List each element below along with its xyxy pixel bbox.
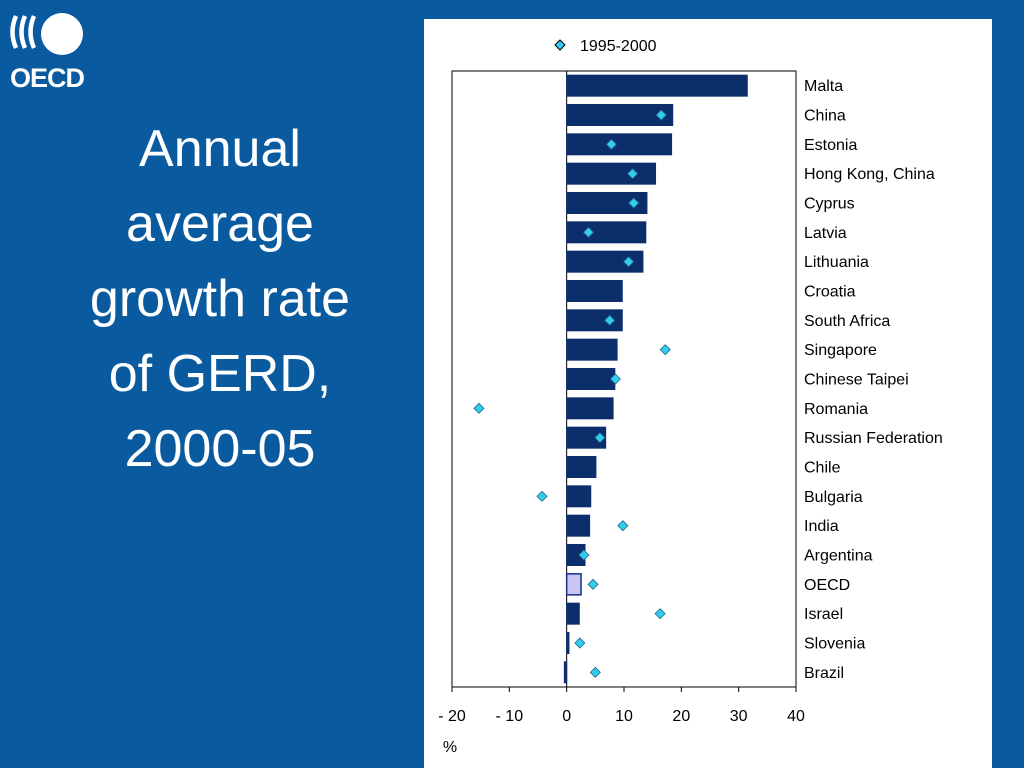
marker-point [609, 373, 621, 385]
title-line: growth rate [89, 270, 351, 328]
marker-point [587, 578, 599, 590]
category-label: Croatia [804, 284, 856, 301]
bar-chart: Malta China Estonia Hong Kong, China Cyprus L… [438, 38, 943, 756]
category-label: Singapore [804, 342, 877, 359]
marker-point [473, 402, 485, 414]
title-line: average [126, 195, 314, 253]
category-label: OECD [804, 577, 850, 594]
bar [566, 514, 591, 537]
bar [566, 221, 647, 244]
category-label: Hong Kong, China [804, 166, 935, 183]
bar [566, 632, 570, 654]
legend-label: 1995-2000 [580, 38, 657, 55]
bar [566, 602, 580, 625]
category-label: Chile [804, 460, 841, 477]
marker-point [628, 197, 640, 209]
marker-point [604, 314, 616, 326]
x-tick-label: 0 [562, 708, 571, 725]
category-label: India [804, 518, 839, 535]
category-label: Slovenia [804, 636, 865, 653]
category-label: Romania [804, 401, 868, 418]
marker-point [654, 608, 666, 620]
category-label: Russian Federation [804, 430, 943, 447]
marker-point [627, 168, 639, 180]
bar [566, 162, 657, 185]
oecd-logo-text: OECD [10, 63, 85, 93]
x-tick-label: 40 [787, 708, 805, 725]
x-tick-label: 30 [730, 708, 748, 725]
category-label: Lithuania [804, 254, 869, 271]
marker-point [659, 344, 671, 356]
bar [565, 573, 582, 596]
x-axis-label: % [443, 739, 457, 756]
slide-title: Annual average growth rate of GERD, 2000… [20, 112, 420, 487]
marker-point [594, 432, 606, 444]
category-label: Israel [804, 606, 843, 623]
bar [566, 280, 623, 302]
oecd-logo-mark [10, 13, 83, 55]
marker-point [605, 138, 617, 150]
marker-point [623, 256, 635, 268]
marker-point [536, 490, 548, 502]
category-label: Latvia [804, 225, 847, 242]
marker-point [617, 520, 629, 532]
marker-point [655, 109, 667, 121]
bar [563, 661, 568, 684]
bar [566, 485, 592, 508]
x-tick-label: - 10 [496, 708, 524, 725]
marker-point [578, 549, 590, 561]
bar [566, 338, 618, 361]
category-label: Cyprus [804, 196, 855, 213]
title-line: of GERD, [108, 345, 332, 403]
category-label: Bulgaria [804, 489, 863, 506]
bar [566, 104, 674, 126]
title-line: 2000-05 [124, 420, 316, 478]
category-label: South Africa [804, 313, 890, 330]
bar [566, 426, 607, 449]
x-tick-label: - 20 [438, 708, 466, 725]
title-line: Annual [139, 120, 301, 178]
marker-point [582, 226, 595, 238]
marker-point [574, 637, 586, 649]
bar [566, 133, 673, 156]
bar [566, 309, 623, 332]
category-label: Estonia [804, 137, 857, 154]
oecd-logo: OECD [10, 12, 90, 93]
bar [566, 368, 616, 390]
category-label: Chinese Taipei [804, 372, 909, 389]
chart-panel: Malta China Estonia Hong Kong, China Cyprus L… [424, 19, 992, 768]
category-label: Brazil [804, 665, 844, 682]
bar [566, 397, 614, 420]
legend-marker [554, 39, 566, 51]
x-tick-label: 10 [615, 708, 633, 725]
bar [566, 74, 748, 97]
bar [566, 250, 644, 273]
category-label: China [804, 108, 846, 125]
category-label: Argentina [804, 548, 873, 565]
category-label: Malta [804, 78, 843, 95]
bar [566, 456, 597, 478]
marker-point [589, 666, 601, 678]
x-tick-label: 20 [672, 708, 690, 725]
bar [566, 192, 648, 214]
